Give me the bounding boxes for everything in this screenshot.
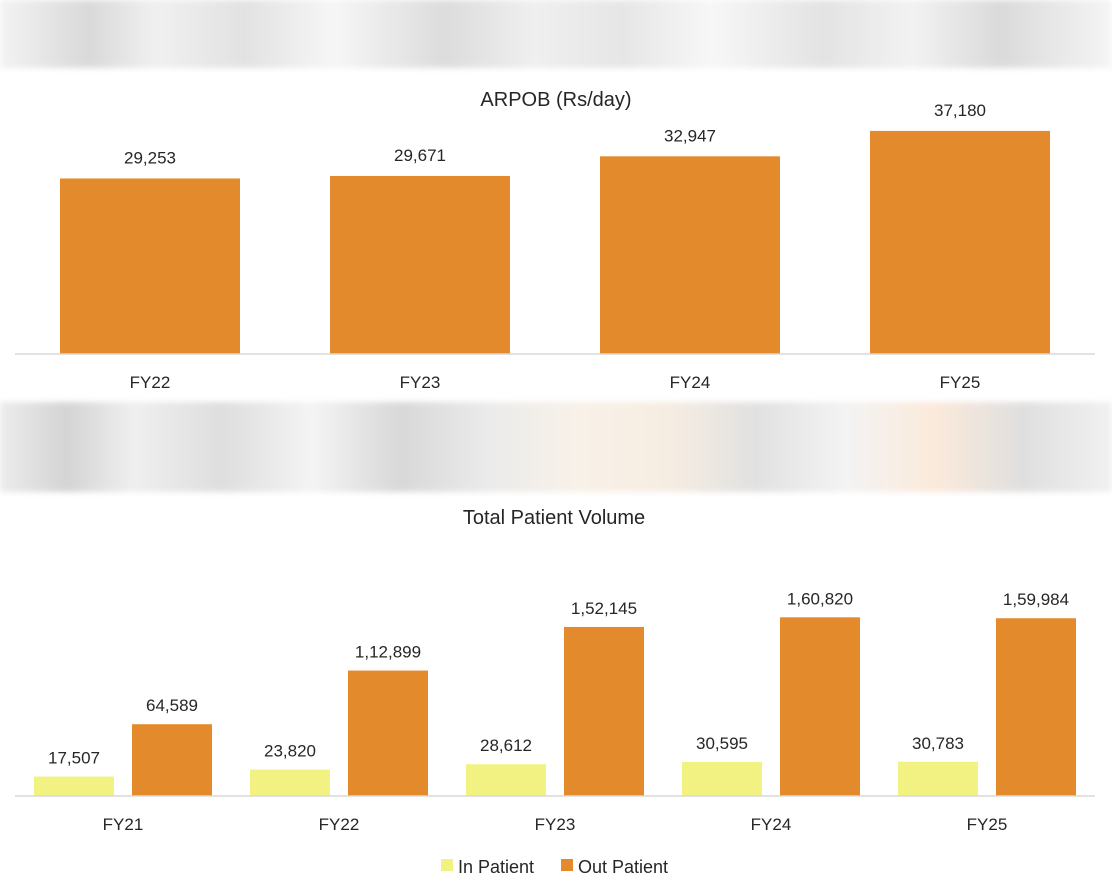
- x-tick-label: FY25: [967, 815, 1008, 834]
- bar-in-patient-fy22: [250, 769, 330, 796]
- x-tick-label: FY23: [400, 373, 441, 392]
- arpob-chart: ARPOB (Rs/day) 29,253 FY22 29,671 FY23 32,94…: [15, 89, 1095, 392]
- data-label: 1,12,899: [355, 643, 421, 662]
- bar-fy23: [330, 175, 510, 354]
- bar-out-patient-fy22: [348, 670, 428, 796]
- bar-fy25: [870, 130, 1050, 354]
- x-tick-label: FY22: [130, 373, 171, 392]
- legend-swatch-out-patient: [561, 859, 573, 871]
- data-label: 1,59,984: [1003, 590, 1069, 609]
- bar-in-patient-fy23: [466, 764, 546, 796]
- x-tick-label: FY23: [535, 815, 576, 834]
- chart-title: Total Patient Volume: [463, 507, 645, 529]
- data-label: 1,52,145: [571, 599, 637, 618]
- blurred-separator-band: [0, 402, 1112, 492]
- bar-out-patient-fy24: [780, 617, 860, 796]
- data-label: 28,612: [480, 736, 532, 755]
- total-patient-volume-chart: Total Patient Volume 17,507 64,589 FY21 23,…: [15, 507, 1095, 877]
- bar-out-patient-fy25: [996, 618, 1076, 796]
- bar-out-patient-fy21: [132, 724, 212, 796]
- legend-swatch-in-patient: [441, 859, 453, 871]
- bar-in-patient-fy24: [682, 762, 762, 796]
- bar-in-patient-fy21: [34, 776, 114, 796]
- legend-label-in-patient: In Patient: [458, 857, 534, 877]
- legend-label-out-patient: Out Patient: [578, 857, 668, 877]
- data-label: 29,253: [124, 148, 176, 167]
- data-label: 37,180: [934, 101, 986, 120]
- bar-fy24: [600, 156, 780, 354]
- x-tick-label: FY25: [940, 373, 981, 392]
- bar-in-patient-fy25: [898, 761, 978, 796]
- chart-title: ARPOB (Rs/day): [480, 89, 631, 111]
- data-label: 1,60,820: [787, 589, 853, 608]
- x-tick-label: FY24: [670, 373, 711, 392]
- data-label: 23,820: [264, 742, 316, 761]
- data-label: 30,595: [696, 734, 748, 753]
- data-label: 29,671: [394, 146, 446, 165]
- legend: In Patient Out Patient: [441, 857, 668, 877]
- data-label: 30,783: [912, 734, 964, 753]
- bar-fy22: [60, 178, 240, 354]
- data-label: 32,947: [664, 126, 716, 145]
- data-label: 64,589: [146, 696, 198, 715]
- x-tick-label: FY21: [103, 815, 144, 834]
- x-tick-label: FY24: [751, 815, 792, 834]
- data-label: 17,507: [48, 749, 100, 768]
- blurred-header-band: [0, 0, 1112, 68]
- bar-out-patient-fy23: [564, 626, 644, 796]
- x-tick-label: FY22: [319, 815, 360, 834]
